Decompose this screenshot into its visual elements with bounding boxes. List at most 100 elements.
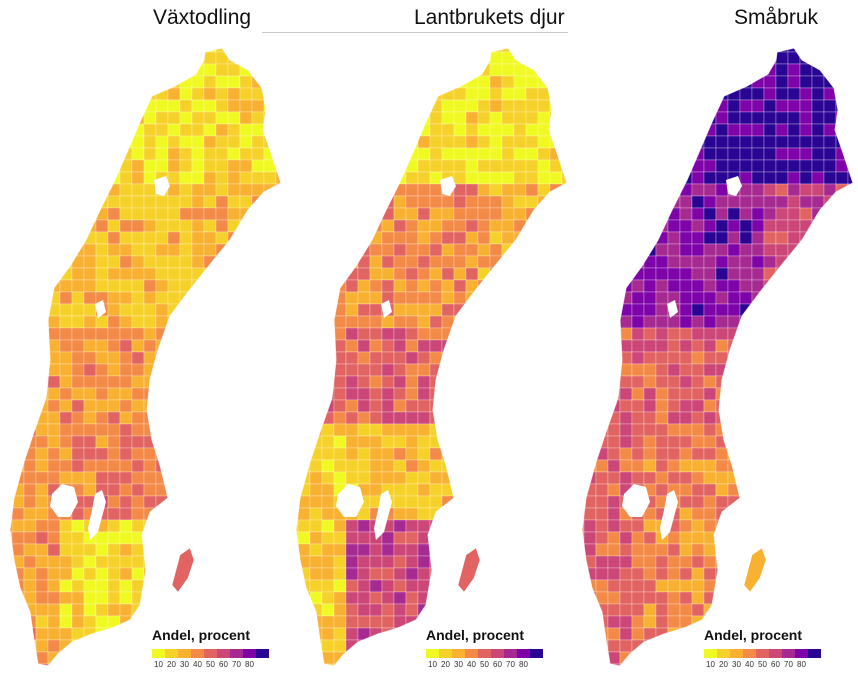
municipality-region	[203, 327, 217, 341]
municipality-region	[227, 579, 241, 593]
municipality-region	[631, 519, 645, 533]
municipality-region	[263, 411, 277, 425]
municipality-region	[405, 87, 419, 101]
municipality-region	[35, 195, 49, 209]
municipality-region	[537, 555, 551, 569]
municipality-region	[823, 423, 837, 437]
municipality-region	[501, 459, 515, 473]
municipality-region	[35, 135, 49, 149]
municipality-region	[465, 315, 479, 329]
municipality-region	[489, 447, 503, 461]
municipality-region	[595, 483, 609, 497]
municipality-region	[537, 567, 551, 581]
municipality-region	[453, 375, 467, 389]
municipality-region	[679, 651, 693, 665]
municipality-region	[47, 591, 61, 605]
municipality-region	[513, 171, 527, 185]
municipality-region	[417, 471, 431, 485]
municipality-region	[167, 471, 181, 485]
municipality-region	[11, 87, 25, 101]
municipality-region	[727, 291, 741, 305]
municipality-region	[631, 63, 645, 77]
municipality-region	[847, 303, 853, 317]
municipality-region	[441, 519, 455, 533]
municipality-region	[10, 195, 13, 209]
municipality-region	[631, 279, 645, 293]
municipality-region	[847, 315, 853, 329]
municipality-region	[525, 303, 539, 317]
municipality-region	[513, 459, 527, 473]
municipality-region	[667, 459, 681, 473]
legend-tick-label: 10	[428, 660, 437, 669]
municipality-region	[429, 159, 443, 173]
municipality-region	[263, 447, 277, 461]
municipality-region	[203, 435, 217, 449]
municipality-region	[513, 411, 527, 425]
municipality-region	[309, 399, 323, 413]
municipality-region	[823, 459, 837, 473]
municipality-region	[631, 48, 645, 53]
municipality-region	[345, 471, 359, 485]
municipality-region	[679, 267, 693, 281]
municipality-region	[429, 603, 443, 617]
municipality-region	[131, 99, 145, 113]
municipality-region	[321, 471, 335, 485]
municipality-region	[583, 387, 597, 401]
municipality-region	[296, 183, 299, 197]
municipality-region	[345, 159, 359, 173]
municipality-region	[167, 147, 181, 161]
municipality-region	[296, 63, 299, 77]
municipality-region	[595, 207, 609, 221]
municipality-region	[561, 447, 567, 461]
municipality-region	[393, 159, 407, 173]
municipality-region	[381, 591, 395, 605]
municipality-region	[405, 351, 419, 365]
municipality-region	[835, 471, 849, 485]
municipality-region	[775, 99, 789, 113]
municipality-region	[501, 363, 515, 377]
municipality-region	[537, 507, 551, 521]
municipality-region	[453, 231, 467, 245]
municipality-region	[227, 279, 241, 293]
municipality-region	[35, 423, 49, 437]
municipality-region	[787, 399, 801, 413]
municipality-region	[215, 87, 229, 101]
legend-swatch	[717, 649, 730, 658]
municipality-region	[297, 447, 311, 461]
municipality-region	[107, 471, 121, 485]
municipality-region	[691, 207, 705, 221]
municipality-region	[631, 111, 645, 125]
municipality-region	[131, 387, 145, 401]
municipality-region	[582, 135, 585, 149]
municipality-region	[655, 255, 669, 269]
municipality-region	[465, 111, 479, 125]
municipality-region	[167, 591, 181, 605]
municipality-region	[95, 663, 109, 666]
municipality-region	[357, 111, 371, 125]
municipality-region	[537, 519, 551, 533]
municipality-region	[107, 99, 121, 113]
municipality-region	[429, 195, 443, 209]
municipality-region	[679, 387, 693, 401]
municipality-region	[10, 639, 13, 653]
municipality-region	[309, 327, 323, 341]
municipality-region	[823, 375, 837, 389]
municipality-region	[595, 615, 609, 629]
municipality-region	[429, 243, 443, 257]
municipality-region	[823, 615, 837, 629]
municipality-region	[333, 243, 347, 257]
municipality-region	[333, 387, 347, 401]
municipality-region	[751, 303, 765, 317]
municipality-region	[417, 147, 431, 161]
municipality-region	[47, 87, 61, 101]
municipality-region	[227, 567, 241, 581]
municipality-region	[655, 483, 669, 497]
municipality-region	[131, 399, 145, 413]
municipality-region	[167, 219, 181, 233]
municipality-region	[667, 423, 681, 437]
municipality-region	[23, 495, 37, 509]
municipality-region	[239, 183, 253, 197]
municipality-region	[417, 435, 431, 449]
municipality-region	[582, 447, 585, 461]
municipality-region	[275, 51, 281, 65]
